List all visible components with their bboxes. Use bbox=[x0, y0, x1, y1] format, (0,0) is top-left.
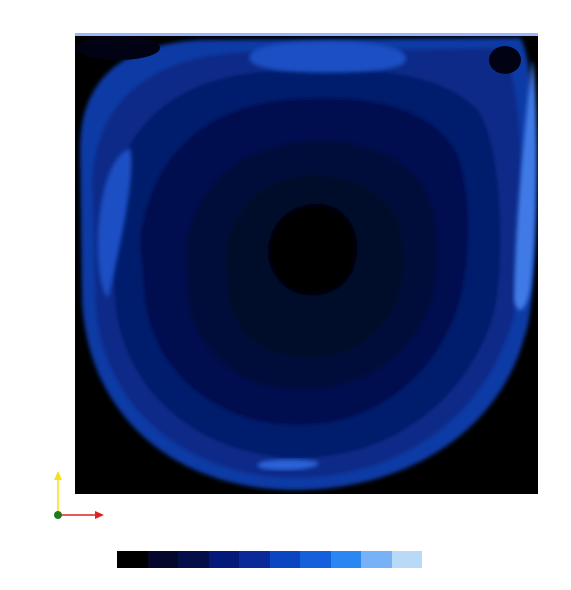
colorbar-swatch bbox=[178, 551, 209, 568]
right-wall-jet bbox=[514, 60, 537, 311]
origin-dot-icon bbox=[54, 511, 62, 519]
colorbar-swatch bbox=[147, 551, 178, 568]
x-axis-arrowhead-icon bbox=[95, 511, 104, 519]
top-lid-band bbox=[249, 41, 406, 73]
bottom-band bbox=[257, 459, 319, 470]
moving-lid bbox=[75, 33, 538, 36]
color-legend-bar bbox=[117, 551, 422, 568]
colorbar-swatch bbox=[361, 551, 392, 568]
left-wall-jet bbox=[97, 148, 132, 298]
top-right-corner-eddy bbox=[489, 46, 521, 74]
flow-domain bbox=[75, 33, 538, 494]
colorbar-swatch bbox=[269, 551, 300, 568]
colorbar-swatch bbox=[239, 551, 270, 568]
orientation-axes bbox=[54, 471, 104, 519]
colorbar-swatch bbox=[117, 551, 148, 568]
colorbar-swatch bbox=[330, 551, 361, 568]
colorbar-swatch bbox=[208, 551, 239, 568]
y-axis-arrowhead-icon bbox=[54, 471, 62, 480]
colorbar-swatch bbox=[300, 551, 331, 568]
colorbar-swatch bbox=[391, 551, 422, 568]
vortex-core bbox=[268, 203, 358, 296]
top-left-corner-eddy bbox=[76, 36, 160, 60]
